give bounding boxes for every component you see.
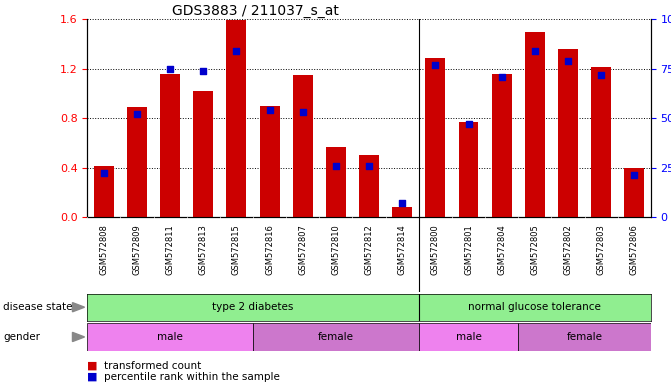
Text: disease state: disease state (3, 302, 73, 312)
Text: GSM572813: GSM572813 (199, 224, 208, 275)
Text: GSM572810: GSM572810 (331, 224, 340, 275)
Point (297, 109, 308, 115)
Bar (458, 122, 478, 217)
Text: GSM572816: GSM572816 (265, 224, 274, 275)
Text: GSM572811: GSM572811 (166, 224, 174, 275)
Bar (87, 323, 253, 351)
Text: GSM572803: GSM572803 (597, 224, 606, 275)
Bar (359, 155, 379, 217)
Bar (193, 91, 213, 217)
Bar (425, 58, 446, 217)
Bar (293, 75, 313, 217)
Text: percentile rank within the sample: percentile rank within the sample (104, 372, 280, 382)
Bar (227, 20, 246, 217)
Point (497, 73, 507, 79)
Bar (160, 74, 180, 217)
Bar (260, 106, 280, 217)
Bar (525, 31, 545, 217)
Text: male: male (456, 332, 482, 342)
Bar (558, 49, 578, 217)
Point (596, 71, 607, 78)
Text: GSM572809: GSM572809 (132, 224, 142, 275)
Text: GSM572802: GSM572802 (564, 224, 572, 275)
Point (463, 121, 474, 127)
Bar (591, 68, 611, 217)
Text: normal glucose tolerance: normal glucose tolerance (468, 302, 601, 312)
Text: ■: ■ (87, 372, 98, 382)
Point (529, 48, 540, 54)
Bar (624, 167, 644, 217)
Bar (518, 323, 651, 351)
Point (364, 162, 374, 169)
Text: GDS3883 / 211037_s_at: GDS3883 / 211037_s_at (172, 4, 339, 18)
Point (231, 48, 242, 54)
Point (430, 61, 441, 68)
Text: ■: ■ (87, 361, 98, 371)
Text: GSM572814: GSM572814 (398, 224, 407, 275)
Text: GSM572805: GSM572805 (530, 224, 539, 275)
Point (165, 66, 176, 72)
Bar (127, 107, 147, 217)
Point (132, 111, 142, 117)
Bar (419, 323, 518, 351)
Text: GSM572801: GSM572801 (464, 224, 473, 275)
Bar (326, 147, 346, 217)
Text: GSM572806: GSM572806 (630, 224, 639, 275)
Point (198, 68, 209, 74)
Text: gender: gender (3, 332, 40, 342)
Bar (253, 323, 419, 351)
Bar (393, 207, 412, 217)
Text: GSM572812: GSM572812 (364, 224, 374, 275)
Text: GSM572808: GSM572808 (99, 224, 108, 275)
Point (629, 172, 639, 179)
Text: GSM572815: GSM572815 (232, 224, 241, 275)
Bar (94, 166, 114, 217)
Text: type 2 diabetes: type 2 diabetes (212, 302, 294, 312)
Point (397, 200, 407, 206)
Text: GSM572800: GSM572800 (431, 224, 440, 275)
Text: transformed count: transformed count (104, 361, 201, 371)
Point (264, 107, 275, 113)
Text: GSM572804: GSM572804 (497, 224, 506, 275)
Text: female: female (566, 332, 603, 342)
Bar (492, 74, 511, 217)
Text: GSM572807: GSM572807 (298, 224, 307, 275)
Text: female: female (318, 332, 354, 342)
Point (99, 170, 109, 177)
Point (331, 162, 342, 169)
Text: male: male (157, 332, 183, 342)
Point (562, 58, 573, 64)
